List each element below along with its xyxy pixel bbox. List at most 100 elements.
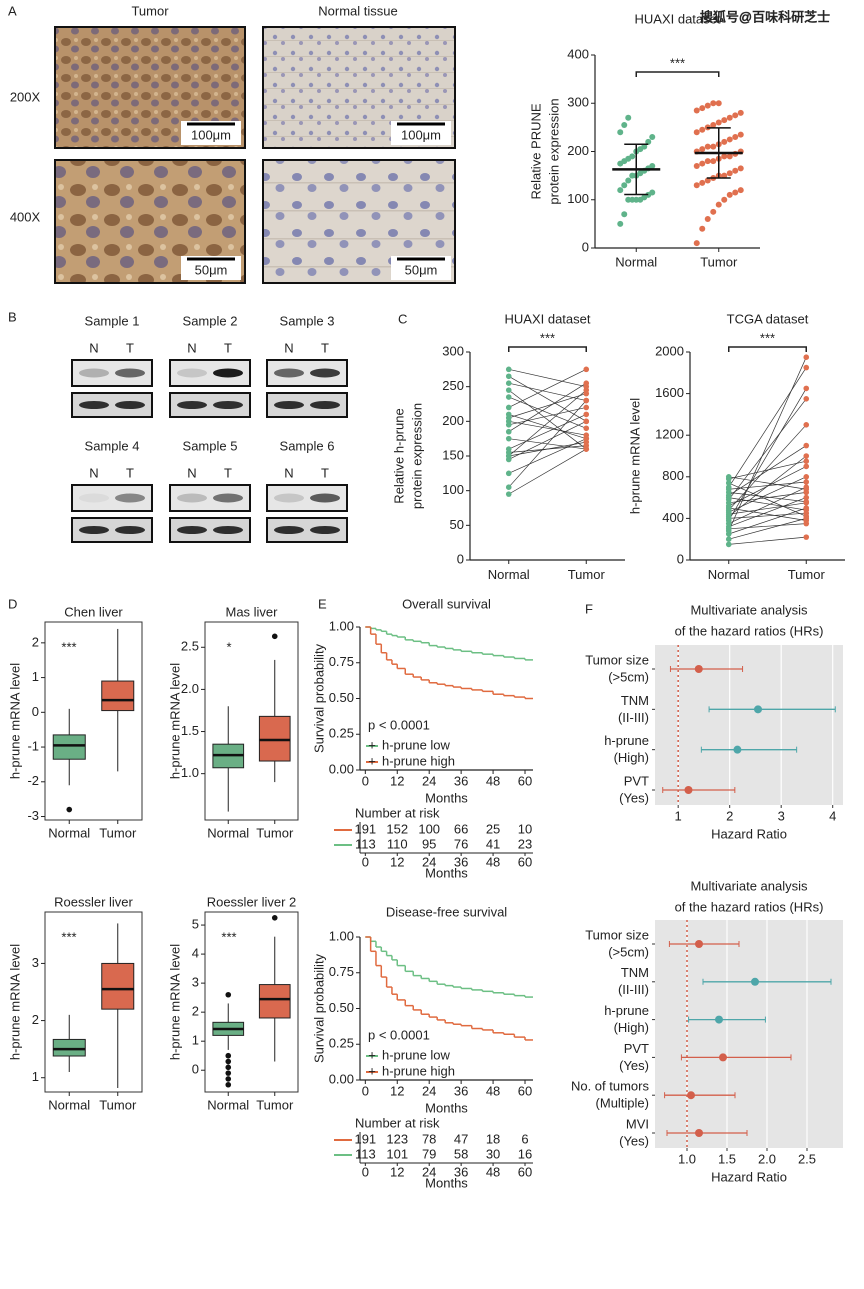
y-tick-label: 1: [32, 669, 39, 684]
sample-label: Sample 2: [183, 313, 238, 328]
sample-label: Sample 3: [280, 313, 335, 328]
risk-x-tick-label: 24: [422, 854, 436, 869]
box: [258, 984, 291, 1019]
significance-label: ***: [221, 929, 236, 944]
x-tick-label: 24: [422, 1083, 436, 1098]
data-point: [803, 364, 810, 371]
significance-bracket: [728, 346, 807, 352]
panel-label: D: [8, 596, 17, 611]
data-point: [725, 536, 732, 542]
pair-line: [728, 357, 807, 532]
risk-x-tick-label: 60: [518, 854, 532, 869]
risk-count: 113: [355, 1146, 376, 1161]
y-axis-label: h-prune mRNA level: [7, 663, 22, 779]
y-tick-label: 0.50: [329, 1000, 354, 1015]
pair-line: [508, 414, 587, 440]
chart-title: TCGA dataset: [727, 311, 809, 326]
blot-band: [213, 493, 243, 503]
y-tick-label: (II-III): [618, 982, 649, 997]
panel-label: B: [8, 309, 17, 324]
pair-line: [508, 421, 587, 460]
data-point: [505, 491, 512, 497]
pair-line: [728, 512, 807, 519]
data-point: [710, 208, 717, 215]
data-point: [693, 129, 700, 136]
data-point: [715, 201, 722, 208]
risk-x-tick-label: 0: [362, 1164, 369, 1179]
y-tick-label: 1.00: [329, 618, 354, 633]
pair-line: [728, 460, 807, 480]
x-tick-label: Normal: [48, 825, 90, 840]
risk-x-tick-label: 12: [390, 1164, 404, 1179]
x-tick-label: Normal: [207, 825, 249, 840]
box: [52, 734, 86, 760]
y-tick-label: h-prune: [604, 1003, 649, 1018]
data-point: [583, 446, 590, 452]
data-point: [725, 474, 732, 480]
data-point: [583, 366, 590, 373]
hazard-ratio: [687, 1091, 695, 1100]
column-label: Tumor: [131, 3, 169, 18]
pair-line: [728, 523, 807, 530]
significance-bracket: [508, 346, 587, 352]
box: [101, 962, 135, 1010]
pair-line: [508, 382, 587, 401]
y-tick-label: 0.75: [329, 964, 354, 979]
y-tick-label: (Yes): [619, 1058, 649, 1073]
data-point: [583, 411, 590, 418]
blot-band: [79, 401, 109, 409]
data-point: [803, 486, 810, 493]
data-point: [803, 442, 810, 449]
y-tick-label: 100: [442, 482, 464, 497]
blot-band: [274, 526, 304, 534]
data-point: [803, 453, 810, 459]
blot-band: [177, 368, 207, 378]
chart-title: HUAXI dataset: [505, 311, 591, 326]
y-tick-label: 0: [32, 704, 39, 719]
data-point: [721, 153, 728, 160]
risk-count: 6: [521, 1131, 528, 1146]
data-point: [803, 385, 810, 392]
data-point: [732, 167, 739, 174]
x-tick-label: Normal: [615, 254, 657, 269]
significance-bracket: [635, 71, 720, 77]
risk-count: 191: [354, 821, 376, 836]
hazard-ratio: [719, 1053, 727, 1062]
risk-x-tick-label: 36: [454, 1164, 468, 1179]
data-point: [621, 182, 628, 189]
sample-label: Sample 5: [183, 438, 238, 453]
data-point: [699, 126, 706, 133]
chart-title: Chen liver: [64, 604, 123, 619]
y-tick-label: 2: [32, 634, 39, 649]
plot-background: [655, 920, 843, 1148]
data-point: [715, 100, 722, 107]
x-tick-label: 24: [422, 773, 436, 788]
hazard-ratio: [751, 977, 759, 986]
risk-count: 152: [386, 821, 408, 836]
data-point: [505, 387, 512, 393]
data-point: [621, 121, 628, 128]
x-tick-label: 48: [486, 773, 500, 788]
chart-title: Overall survival: [402, 596, 491, 611]
y-tick-label: 0: [192, 1062, 199, 1077]
plot-background: [655, 645, 843, 805]
risk-title: Number at risk: [355, 805, 440, 820]
data-point: [505, 411, 512, 418]
y-tick-label: (Multiple): [596, 1096, 649, 1111]
pair-line: [728, 507, 807, 535]
outlier: [225, 1058, 232, 1065]
pair-line: [728, 482, 807, 517]
risk-x-tick-label: 60: [518, 1164, 532, 1179]
x-tick-label: Tumor: [700, 254, 738, 269]
risk-x-axis-label: Months: [425, 865, 468, 880]
data-point: [505, 428, 512, 435]
y-tick-label: (Yes): [619, 790, 649, 805]
y-tick-label: (II-III): [618, 710, 649, 725]
x-tick-label: 4: [829, 808, 836, 823]
y-tick-label: 1200: [655, 427, 684, 442]
data-point: [737, 165, 744, 172]
chart-title: Disease-free survival: [386, 904, 507, 919]
x-tick-label: Tumor: [788, 567, 826, 582]
outlier: [271, 633, 278, 640]
sample-label: Sample 1: [85, 313, 140, 328]
